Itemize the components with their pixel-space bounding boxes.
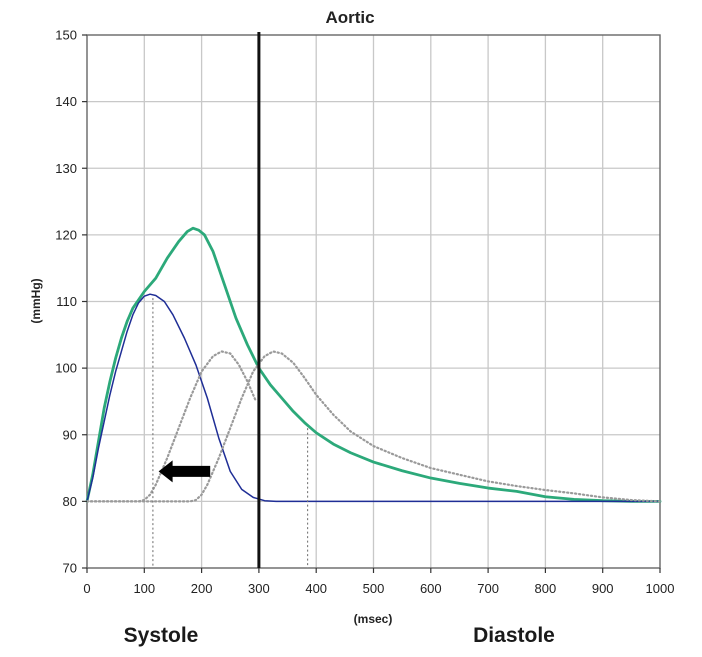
series-line-2 <box>86 293 661 503</box>
x-tick-label-0: 0 <box>83 581 90 596</box>
y-tick-label-80: 80 <box>63 494 77 509</box>
x-tick-label-300: 300 <box>248 581 270 596</box>
chart-title: Aortic <box>325 8 374 27</box>
y-tick-label-90: 90 <box>63 427 77 442</box>
series-line-3 <box>85 350 258 503</box>
y-tick-label-130: 130 <box>55 161 77 176</box>
x-axis-label: (msec) <box>354 612 393 626</box>
systole-label: Systole <box>124 624 199 647</box>
annotation-layer <box>152 32 309 568</box>
x-tick-label-1000: 1000 <box>646 581 675 596</box>
y-tick-label-100: 100 <box>55 361 77 376</box>
series-line-1 <box>85 226 662 503</box>
diastole-label: Diastole <box>473 624 555 647</box>
x-tick-label-700: 700 <box>477 581 499 596</box>
left-arrow-annotation <box>158 460 211 483</box>
y-axis-label: (mmHg) <box>29 278 43 323</box>
x-tick-label-500: 500 <box>363 581 385 596</box>
y-tick-label-70: 70 <box>63 561 77 576</box>
x-tick-label-200: 200 <box>191 581 213 596</box>
y-tick-label-150: 150 <box>55 28 77 43</box>
y-tick-label-110: 110 <box>56 294 77 309</box>
grid <box>86 34 661 569</box>
x-tick-label-100: 100 <box>133 581 155 596</box>
x-tick-label-800: 800 <box>535 581 557 596</box>
x-tick-label-400: 400 <box>305 581 327 596</box>
series-line-4 <box>85 350 662 503</box>
x-tick-label-900: 900 <box>592 581 614 596</box>
x-tick-label-600: 600 <box>420 581 442 596</box>
series-layer <box>85 226 662 503</box>
tick-labels: 70 80 90 100 110 120 130 140 150 0 100 200 300 400 500… <box>55 28 674 597</box>
y-tick-label-140: 140 <box>55 94 77 109</box>
y-tick-label-120: 120 <box>55 227 77 242</box>
